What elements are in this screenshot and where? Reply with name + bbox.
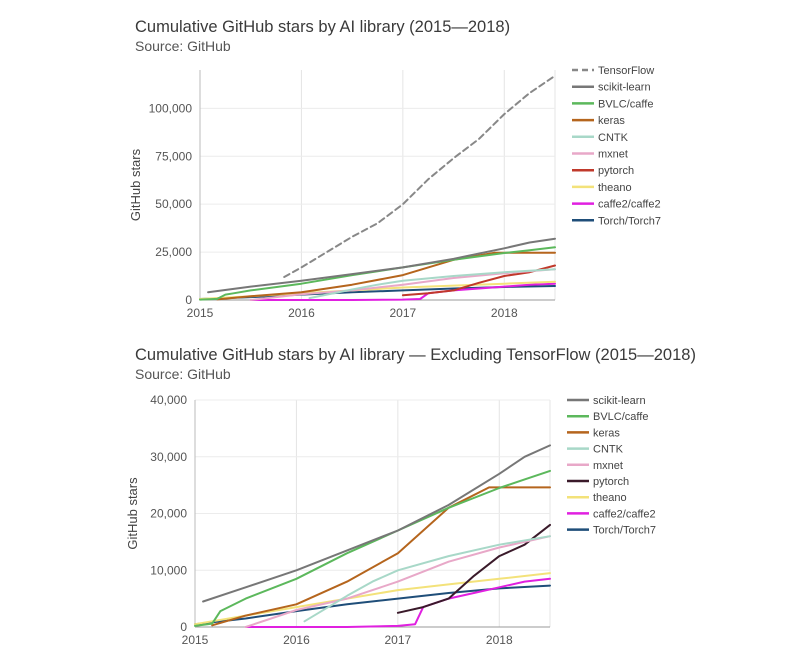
x-tick-label: 2016 [283,633,310,647]
x-tick-label: 2016 [288,306,315,320]
y-tick-label: 20,000 [150,507,187,521]
legend-label-torch-torch7: Torch/Torch7 [598,215,661,227]
series-line-keras [211,486,551,627]
legend-label-keras: keras [593,427,620,439]
legend-label-scikit-learn: scikit-learn [593,395,646,407]
y-tick-label: 0 [180,620,187,634]
x-tick-label: 2015 [182,633,209,647]
chart-title: Cumulative GitHub stars by AI library (2… [135,18,511,36]
y-tick-label: 75,000 [155,149,192,163]
chart-1-plot: 2015 2016 2017 2018 0 25,000 50,000 75,000 100,0… [128,65,661,320]
series-line-bvlc-caffe [194,469,551,627]
series-line-torch-torch7 [194,584,551,626]
legend-label-torch-torch7: Torch/Torch7 [593,525,656,537]
legend-label-bvlc-caffe: BVLC/caffe [593,411,648,423]
legend-label-caffe2-caffe2: caffe2/caffe2 [593,508,656,520]
x-tick-label: 2018 [491,306,518,320]
y-tick-label: 30,000 [150,450,187,464]
x-tick-label: 2017 [390,306,417,320]
legend-label-mxnet: mxnet [598,149,628,161]
series-line-tensorflow [283,74,556,278]
series-line-cntk [308,268,556,300]
legend-label-scikit-learn: scikit-learn [598,82,651,94]
series-line-mxnet [244,535,551,628]
legend-label-cntk: CNTK [593,444,624,456]
series-line-bvlc-caffe [199,246,556,301]
legend-label-cntk: CNTK [598,132,629,144]
series-line-mxnet [249,268,556,301]
y-tick-label: 25,000 [155,245,192,259]
y-axis-label: GitHub stars [128,148,143,221]
series-line-pytorch [396,523,551,614]
legend-label-theano: theano [598,182,632,194]
legend-label-mxnet: mxnet [593,460,623,472]
series-line-scikit-learn [207,237,556,294]
legend-label-bvlc-caffe: BVLC/caffe [598,98,653,110]
legend-label-keras: keras [598,115,625,127]
y-tick-label: 50,000 [155,197,192,211]
chart-subtitle: Source: GitHub [135,366,231,382]
legend-label-theano: theano [593,492,627,504]
legend-label-pytorch: pytorch [598,165,634,177]
y-tick-label: 0 [185,293,192,307]
chart-title: Cumulative GitHub stars by AI library — … [135,346,696,364]
y-tick-label: 10,000 [150,563,187,577]
series-line-scikit-learn [202,444,551,603]
y-tick-label: 40,000 [150,393,187,407]
legend-label-tensorflow: TensorFlow [598,65,654,77]
chart-subtitle: Source: GitHub [135,38,231,54]
series-line-cntk [303,535,551,623]
legend-label-pytorch: pytorch [593,476,629,488]
x-tick-label: 2015 [187,306,214,320]
y-axis-label: GitHub stars [125,477,140,550]
x-tick-label: 2017 [385,633,412,647]
x-tick-label: 2018 [486,633,513,647]
legend-label-caffe2-caffe2: caffe2/caffe2 [598,199,661,211]
y-tick-label: 100,000 [149,101,193,115]
